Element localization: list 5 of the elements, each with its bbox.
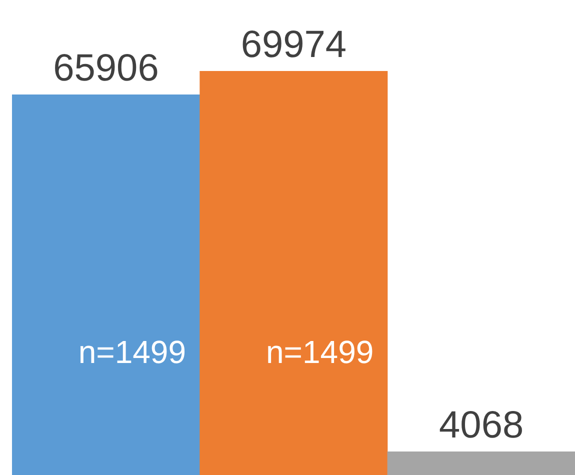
data-label: 4068: [439, 404, 524, 447]
data-label: 65906: [53, 47, 159, 90]
annotation: n=1499: [266, 334, 374, 370]
annotation: n=1499: [78, 334, 186, 370]
data-label: 69974: [240, 24, 347, 66]
